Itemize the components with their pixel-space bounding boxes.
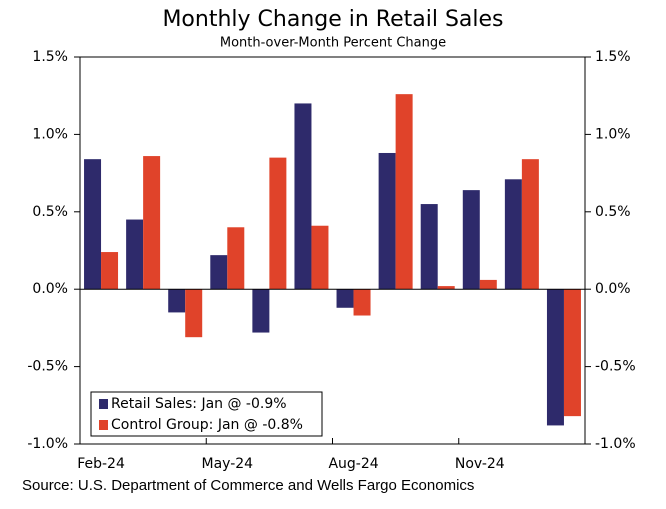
legend-swatch: [99, 420, 108, 430]
bar: [336, 289, 354, 308]
bar: [395, 94, 413, 290]
bar: [521, 159, 539, 290]
y-tick-label: 0.0%: [32, 281, 68, 297]
bar: [269, 157, 287, 290]
bar: [210, 255, 228, 290]
y-tick-label: 0.5%: [32, 204, 68, 220]
bar: [420, 204, 438, 290]
bar: [252, 289, 270, 333]
bar: [294, 103, 312, 290]
y2-tick-label: -0.5%: [595, 359, 636, 375]
y-tick-label: 1.0%: [32, 126, 68, 142]
bar: [546, 289, 564, 426]
x-tick-label: Nov-24: [455, 456, 505, 472]
legend-box: [90, 391, 323, 437]
legend-label: Control Group: Jan @ -0.8%: [111, 417, 303, 433]
y-tick-label: -1.0%: [27, 436, 68, 452]
legend-swatch: [99, 399, 108, 409]
bar: [378, 152, 396, 290]
x-tick-label: Feb-24: [77, 456, 125, 472]
bar: [84, 159, 102, 290]
plot-frame: [79, 56, 586, 445]
bar: [353, 289, 371, 316]
y2-tick-label: 0.0%: [595, 281, 631, 297]
y2-tick-label: -1.0%: [595, 436, 636, 452]
bar: [101, 252, 119, 290]
bar: [563, 289, 581, 417]
bar: [143, 156, 161, 290]
source-note: Source: U.S. Department of Commerce and …: [22, 477, 474, 494]
chart-title: Monthly Change in Retail Sales: [162, 7, 503, 32]
chart-subtitle: Month-over-Month Percent Change: [220, 36, 446, 51]
bar: [479, 279, 497, 290]
y-tick-label: 1.5%: [32, 49, 68, 65]
bar: [504, 179, 522, 290]
legend-label: Retail Sales: Jan @ -0.9%: [111, 396, 287, 412]
x-tick-label: Aug-24: [328, 456, 378, 472]
bar: [126, 219, 144, 290]
bar: [227, 227, 245, 290]
y-tick-label: -0.5%: [27, 359, 68, 375]
bar: [185, 289, 203, 338]
bar: [462, 190, 480, 290]
y2-tick-label: 1.0%: [595, 126, 631, 142]
y2-tick-label: 0.5%: [595, 204, 631, 220]
bar: [168, 289, 186, 313]
bar: [437, 286, 455, 290]
x-tick-label: May-24: [202, 456, 254, 472]
y2-tick-label: 1.5%: [595, 49, 631, 65]
bar: [311, 225, 329, 290]
